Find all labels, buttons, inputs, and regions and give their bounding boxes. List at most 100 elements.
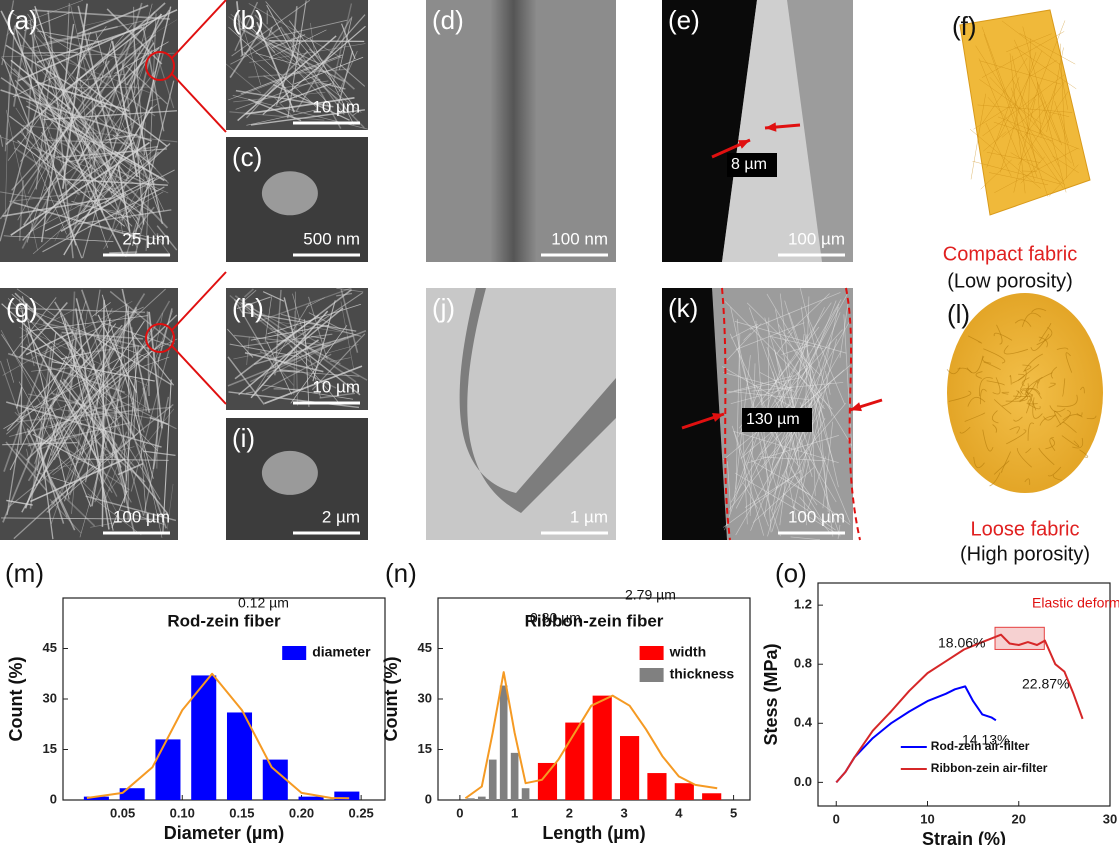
legend-swatch <box>640 646 664 660</box>
bar <box>467 798 475 800</box>
scale-label: 2 µm <box>322 507 360 526</box>
bar <box>702 793 721 800</box>
bar <box>489 760 497 800</box>
legend-label: Ribbon-zein air-filter <box>931 761 1048 775</box>
bar <box>155 739 180 800</box>
y-tick-label: 45 <box>43 640 57 655</box>
x-tick-label: 30 <box>1103 811 1117 826</box>
annotation: 18.06% <box>938 635 985 651</box>
fiber <box>22 52 78 53</box>
panel: (l) Loose fabric (High porosity) <box>947 293 1103 565</box>
zoom-line <box>172 272 226 330</box>
legend-label: width <box>669 644 707 660</box>
scale-label: 500 nm <box>303 229 360 248</box>
y-tick-label: 0 <box>50 791 57 806</box>
scale-label: 100 µm <box>788 507 845 526</box>
panel-label: (i) <box>232 423 255 453</box>
y-tick-label: 45 <box>418 640 432 655</box>
x-tick-label: 20 <box>1012 811 1026 826</box>
y-axis-label: Count (%) <box>6 657 26 742</box>
annotation: 0.12 µm <box>238 595 289 611</box>
bar <box>500 686 508 800</box>
annotation: Elastic deformation <box>1032 595 1119 611</box>
fabric <box>947 293 1103 493</box>
figure: (a)25 µm(b)10 µm(c)500 nm(d)100 nm(e)100… <box>0 0 1119 845</box>
chart-title: Rod-zein fiber <box>167 611 281 630</box>
panel: (a) 25 µm <box>0 0 178 262</box>
panel: (h)10 µm <box>226 288 368 410</box>
panel-label: (l) <box>947 299 970 329</box>
bar <box>299 797 324 800</box>
scale-label: 10 µm <box>312 377 360 396</box>
x-tick-label: 0 <box>833 811 840 826</box>
fiber-end <box>262 171 318 215</box>
y-tick-label: 15 <box>43 741 57 756</box>
y-tick-label: 1.2 <box>794 597 812 612</box>
bar <box>263 760 288 800</box>
x-tick-label: 0.20 <box>289 805 314 820</box>
annotation: 8 µm <box>731 156 767 173</box>
panel: (e) 100 µm 8 µm <box>662 0 853 262</box>
fiber-end <box>262 451 318 495</box>
caption: Compact fabric <box>943 243 1078 265</box>
panel-label: (o) <box>775 558 807 588</box>
fit-curve <box>87 674 349 799</box>
x-tick-label: 0.05 <box>110 805 135 820</box>
chart: (o)0.00.40.81.20102030Strain (%)Stess (M… <box>761 558 1119 845</box>
panel-label: (d) <box>432 5 464 35</box>
y-axis-label: Stess (MPa) <box>761 643 781 745</box>
panel: (i) 2 µm <box>226 418 368 540</box>
panel-label: (j) <box>432 293 455 323</box>
x-axis-label: Diameter (µm) <box>164 823 284 843</box>
zoom-line <box>172 74 226 132</box>
annotation: 22.87% <box>1022 676 1069 692</box>
legend-swatch <box>282 646 306 660</box>
bar <box>620 736 639 800</box>
scale-label: 100 nm <box>551 229 608 248</box>
panel: (f) Compact fabric (Low porosity) <box>943 10 1090 292</box>
highlight <box>995 627 1044 649</box>
scale-label: 100 µm <box>788 229 845 248</box>
chart: (m)01530450.050.100.150.200.25Diameter (… <box>5 558 385 843</box>
annotation: 2.79 µm <box>625 587 676 603</box>
x-axis-label: Strain (%) <box>922 829 1006 845</box>
y-tick-label: 0.4 <box>794 715 813 730</box>
fiber <box>291 39 293 40</box>
bar <box>120 788 145 800</box>
y-tick-label: 30 <box>418 690 432 705</box>
y-tick-label: 0 <box>425 791 432 806</box>
bar <box>227 712 252 800</box>
legend-swatch <box>640 668 664 682</box>
bar <box>647 773 666 800</box>
bar <box>538 763 557 800</box>
panel: (c) 500 nm <box>226 137 368 262</box>
panel-label: (a) <box>6 5 38 35</box>
x-tick-label: 1 <box>511 805 518 820</box>
zoom-line <box>172 346 226 404</box>
annotation: 14.13% <box>962 732 1009 748</box>
legend-label: thickness <box>670 666 735 682</box>
annotation: 130 µm <box>746 411 800 428</box>
y-tick-label: 30 <box>43 690 57 705</box>
x-tick-label: 2 <box>566 805 573 820</box>
x-tick-label: 4 <box>675 805 683 820</box>
panel: (j)1 µm <box>426 288 616 540</box>
caption: Loose fabric <box>971 518 1080 540</box>
scale-label: 25 µm <box>122 229 170 248</box>
y-tick-label: 0.8 <box>794 656 812 671</box>
panel-label: (f) <box>952 11 977 41</box>
caption-note: (High porosity) <box>960 543 1090 565</box>
bar <box>522 788 530 800</box>
bar <box>593 696 612 800</box>
panel-label: (e) <box>668 5 700 35</box>
panel-label: (c) <box>232 142 262 172</box>
legend-label: diameter <box>312 644 371 660</box>
panel-label: (n) <box>385 558 417 588</box>
panel-label: (g) <box>6 293 38 323</box>
bar <box>478 797 486 800</box>
x-tick-label: 10 <box>920 811 934 826</box>
caption-note: (Low porosity) <box>947 270 1073 292</box>
x-tick-label: 3 <box>620 805 627 820</box>
x-tick-label: 0.10 <box>170 805 195 820</box>
panel-label: (k) <box>668 293 698 323</box>
